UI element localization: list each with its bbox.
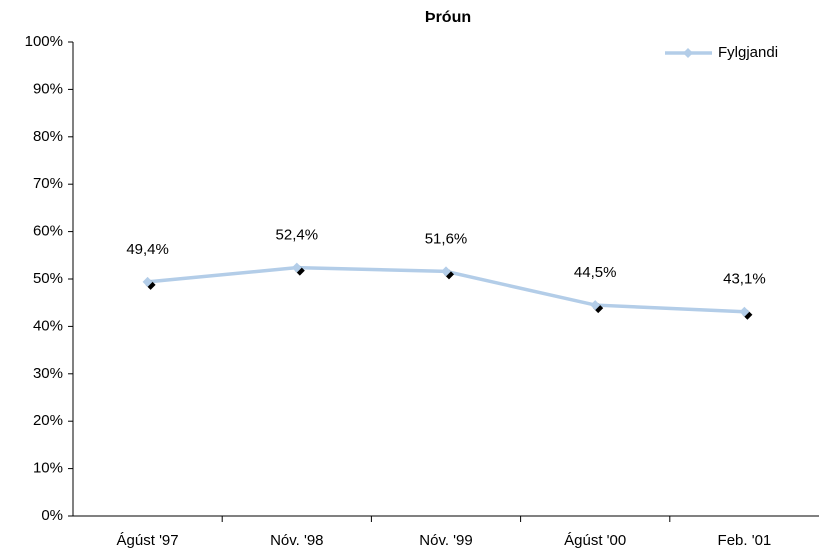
y-tick-label: 30% [33,365,63,382]
x-tick-label: Feb. '01 [718,532,772,549]
y-tick-label: 70% [33,175,63,192]
x-tick-label: Nóv. '98 [270,532,323,549]
y-tick-label: 60% [33,223,63,240]
legend-label: Fylgjandi [718,44,778,61]
data-label: 43,1% [723,271,766,288]
data-label: 49,4% [126,241,169,258]
y-tick-label: 50% [33,270,63,287]
marker [739,306,750,317]
chart-title: Þróun [425,9,471,26]
x-tick-label: Ágúst '97 [117,532,179,549]
y-tick-label: 10% [33,460,63,477]
marker [142,276,153,287]
marker [441,266,451,277]
y-tick-label: 90% [33,80,63,97]
y-tick-label: 100% [25,33,63,50]
legend-marker [683,48,693,58]
data-label: 44,5% [574,264,617,281]
y-tick-label: 0% [41,507,63,524]
y-tick-label: 20% [33,412,63,429]
x-tick-label: Nóv. '99 [419,532,472,549]
x-tick-label: Ágúst '00 [564,532,626,549]
data-label: 51,6% [425,230,468,247]
y-tick-label: 80% [33,128,63,145]
y-tick-label: 40% [33,317,63,334]
data-label: 52,4% [276,227,319,244]
marker [590,300,601,311]
marker [291,262,302,273]
